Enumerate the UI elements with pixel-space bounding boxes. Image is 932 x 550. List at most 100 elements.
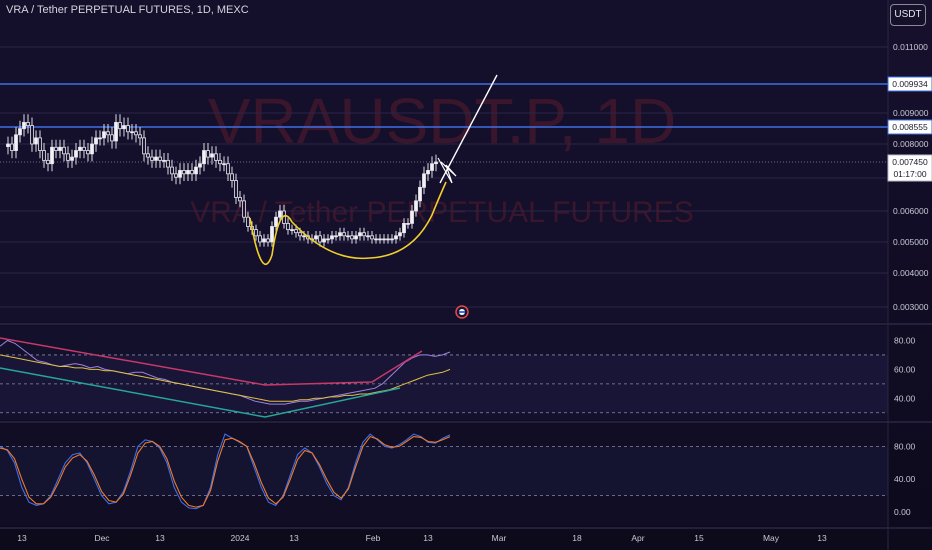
candle-body — [54, 146, 58, 151]
candle-body — [10, 143, 14, 151]
candle-body — [214, 153, 218, 161]
candle-body — [314, 235, 318, 240]
price-tick-label: 0.004000 — [893, 268, 929, 278]
flag-pattern-mark — [437, 157, 457, 184]
stoch-band — [0, 446, 888, 496]
candle-body — [138, 134, 142, 139]
candle-body — [146, 153, 150, 158]
candle-body — [382, 238, 386, 241]
stoch-d-line — [0, 435, 451, 508]
candle-body — [346, 235, 350, 238]
time-axis-label: 15 — [694, 533, 704, 543]
time-axis-label: Feb — [366, 533, 381, 543]
candle-body — [118, 122, 122, 130]
candle-body — [202, 150, 206, 165]
event-flag-icon[interactable] — [455, 305, 469, 319]
stoch-pane — [0, 433, 888, 510]
candle-body — [182, 170, 186, 175]
stoch-tick-label: 0.00 — [894, 507, 911, 517]
time-axis-label: 13 — [17, 533, 27, 543]
candle-body — [294, 229, 298, 234]
level-label-box — [887, 119, 932, 135]
candle-body — [26, 122, 30, 126]
candle-body — [162, 159, 166, 162]
candle-body — [154, 156, 158, 161]
candle-body — [194, 166, 198, 175]
current-price-label: 0.007450 — [892, 157, 928, 167]
time-axis-label: May — [763, 533, 780, 543]
candle-body — [58, 146, 62, 151]
price-grid — [0, 46, 888, 308]
cup-pattern-line — [249, 181, 447, 266]
rsi-tick-label: 40.00 — [894, 393, 916, 403]
candle-body — [366, 235, 370, 238]
time-axis-label: 2024 — [231, 533, 250, 543]
candle-body — [210, 153, 214, 158]
candle-body — [374, 238, 378, 241]
candle-body — [198, 163, 202, 168]
watermark-symbol: VRAUSDT.P, 1D — [208, 85, 676, 157]
candle-body — [62, 146, 66, 155]
candle-body — [258, 235, 262, 243]
candle-body — [322, 238, 326, 243]
candle-body — [302, 235, 306, 238]
candle-body — [102, 131, 106, 139]
candle-body — [114, 122, 118, 142]
candle-body — [246, 216, 250, 227]
candle-body — [238, 197, 242, 202]
candle-body — [298, 232, 302, 237]
candle-body — [390, 238, 394, 241]
currency-button[interactable]: USDT — [890, 4, 926, 26]
candle-body — [42, 150, 46, 161]
level-label: 0.008555 — [892, 122, 928, 132]
candle-body — [230, 173, 234, 181]
candle-body — [150, 156, 154, 161]
projection-arrow-line — [439, 74, 498, 184]
candle-body — [394, 235, 398, 240]
candle-body — [14, 134, 18, 151]
price-tick-label: 0.009000 — [893, 108, 929, 118]
candle-body — [122, 125, 126, 130]
price-tick-label: 0.011000 — [893, 42, 928, 52]
chart-title: VRA / Tether PERPETUAL FUTURES, 1D, MEXC — [6, 4, 249, 16]
candle-body — [270, 226, 274, 243]
candle-body — [222, 163, 226, 166]
candle-body — [134, 131, 138, 136]
rsi-trend-red — [0, 337, 423, 386]
candle-body — [286, 222, 290, 230]
candle-body — [170, 166, 174, 175]
candle-body — [274, 216, 278, 227]
candle-body — [318, 235, 322, 243]
time-axis-label: Dec — [94, 533, 110, 543]
level-label-box — [887, 76, 932, 92]
candle-body — [434, 161, 438, 165]
candle-body — [174, 173, 178, 178]
candle-body — [362, 232, 366, 237]
rsi-pane — [0, 337, 888, 418]
price-tick-label: 0.003000 — [893, 302, 929, 312]
candle-body — [158, 156, 162, 161]
candle-body — [370, 235, 374, 240]
candle-body — [418, 186, 422, 202]
candle-body — [46, 159, 50, 165]
stoch-tick-label: 80.00 — [894, 441, 916, 451]
candle-body — [94, 137, 98, 145]
rsi-tick-label: 60.00 — [894, 364, 916, 374]
candle-body — [278, 210, 282, 218]
candle-body — [402, 222, 406, 234]
candle-body — [22, 122, 26, 130]
candle-body — [242, 200, 246, 218]
candle-body — [410, 210, 414, 224]
level-label: 0.009934 — [892, 79, 928, 89]
candle-body — [18, 128, 22, 136]
candle-body — [130, 131, 134, 134]
candle-body — [218, 159, 222, 165]
candle-body — [354, 235, 358, 240]
candle-body — [186, 170, 190, 175]
candle-body — [50, 146, 54, 165]
candle-body — [78, 146, 82, 151]
rsi-trend-green — [0, 367, 401, 418]
candle-body — [254, 229, 258, 237]
